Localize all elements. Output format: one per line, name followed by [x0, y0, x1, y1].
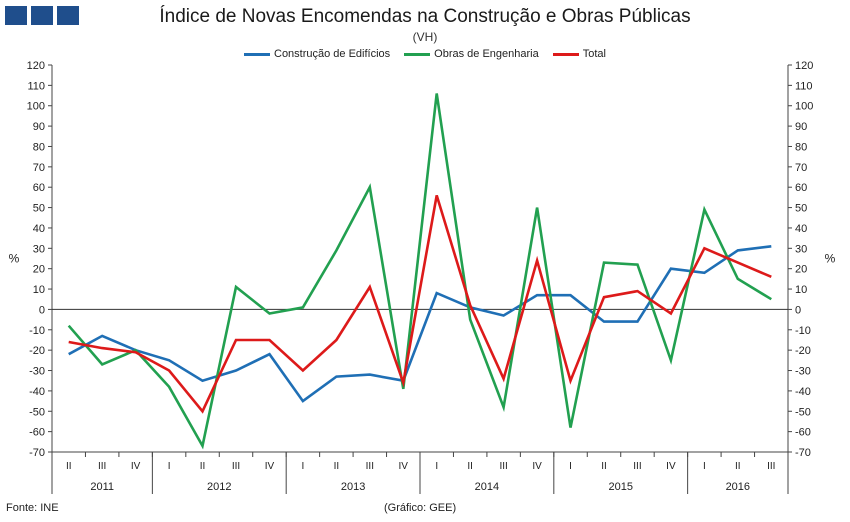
y-tick-label-left: 30: [33, 243, 45, 255]
logo-block-3: [57, 6, 79, 25]
y-tick-label-right: 110: [795, 80, 813, 92]
y-tick-label-right: -10: [795, 325, 811, 337]
y-tick-label-right: 90: [795, 121, 807, 133]
x-tick-label-quarter: III: [633, 461, 641, 472]
x-tick-label-quarter: II: [467, 461, 473, 472]
y-tick-label-right: 0: [795, 304, 801, 316]
y-tick-label-right: 30: [795, 243, 807, 255]
y-tick-label-left: 120: [27, 60, 45, 72]
y-tick-label-left: 110: [27, 80, 45, 92]
y-tick-label-right: 40: [795, 223, 807, 235]
x-tick-label-quarter: III: [98, 461, 106, 472]
y-tick-label-left: -30: [29, 366, 45, 378]
y-tick-label-left: 10: [33, 284, 45, 296]
y-tick-label-right: 70: [795, 162, 807, 174]
y-tick-label-right: -50: [795, 406, 811, 418]
y-tick-label-left: 80: [33, 141, 45, 153]
y-tick-label-left: 40: [33, 223, 45, 235]
y-tick-label-left: 70: [33, 162, 45, 174]
x-tick-label-quarter: II: [66, 461, 72, 472]
x-tick-label-quarter: I: [703, 461, 706, 472]
chart-subtitle: (VH): [412, 30, 438, 44]
x-tick-label-quarter: IV: [666, 461, 676, 472]
series-line-2: [68, 195, 772, 414]
y-tick-label-left: -70: [29, 447, 45, 459]
y-tick-label-right: 80: [795, 141, 807, 153]
x-tick-label-quarter: III: [232, 461, 240, 472]
credit-note: (Gráfico: GEE): [384, 502, 457, 514]
x-tick-label-quarter: II: [735, 461, 741, 472]
x-tick-label-year: 2012: [207, 481, 231, 493]
x-tick-label-quarter: II: [200, 461, 206, 472]
y-tick-label-right: 100: [795, 101, 813, 113]
series-line-0: [68, 245, 772, 403]
y-tick-label-right: 20: [795, 264, 807, 276]
x-tick-label-quarter: II: [334, 461, 340, 472]
x-tick-label-year: 2014: [475, 481, 499, 493]
y-axis-label-right: %: [825, 252, 836, 266]
x-tick-label-year: 2011: [90, 481, 114, 493]
legend-swatch-total: [552, 52, 579, 56]
y-tick-label-left: -20: [29, 345, 45, 357]
logo-block-1: [5, 6, 27, 25]
logo-block-2: [31, 6, 53, 25]
y-tick-label-right: 60: [795, 182, 807, 194]
y-tick-label-right: 50: [795, 203, 807, 215]
x-tick-label-quarter: I: [168, 461, 171, 472]
y-tick-label-left: 20: [33, 264, 45, 276]
y-tick-label-left: 90: [33, 121, 45, 133]
y-tick-label-right: -70: [795, 447, 811, 459]
legend-swatch-obras: [404, 52, 431, 56]
y-tick-label-left: 50: [33, 203, 45, 215]
legend-swatch-construcao: [244, 52, 270, 56]
y-tick-label-right: 120: [795, 60, 813, 72]
legend-label-obras: Obras de Engenharia: [434, 48, 539, 60]
x-tick-label-year: 2015: [608, 481, 632, 493]
x-tick-label-quarter: II: [601, 461, 607, 472]
legend-item-obras: Obras de Engenharia: [404, 48, 539, 60]
y-tick-label-left: 0: [39, 304, 45, 316]
x-tick-label-quarter: I: [435, 461, 438, 472]
x-tick-label-year: 2013: [341, 481, 365, 493]
chart-title: Índice de Novas Encomendas na Construção…: [159, 6, 691, 27]
x-tick-label-quarter: I: [302, 461, 305, 472]
legend-label-construcao: Construção de Edifícios: [274, 48, 391, 60]
x-tick-label-quarter: III: [366, 461, 374, 472]
y-tick-label-right: 10: [795, 284, 807, 296]
y-axis-label-left: %: [9, 252, 20, 266]
x-tick-label-quarter: III: [499, 461, 507, 472]
y-tick-label-right: -20: [795, 345, 811, 357]
y-tick-label-left: -50: [29, 406, 45, 418]
legend-item-total: Total: [552, 48, 606, 60]
y-tick-label-left: -40: [29, 386, 45, 398]
x-tick-label-quarter: III: [767, 461, 775, 472]
legend-label-total: Total: [582, 48, 606, 60]
y-tick-label-left: -10: [29, 325, 45, 337]
x-tick-label-quarter: IV: [131, 461, 141, 472]
legend-item-construcao: Construção de Edifícios: [244, 48, 390, 60]
y-tick-label-right: -40: [795, 386, 811, 398]
x-tick-label-quarter: IV: [532, 461, 542, 472]
series-line-1: [67, 93, 772, 450]
legend: Construção de Edifícios Obras de Engenha…: [0, 48, 850, 60]
x-tick-label-quarter: I: [569, 461, 572, 472]
y-tick-label-right: -60: [795, 427, 811, 439]
x-tick-label-quarter: IV: [265, 461, 275, 472]
source-note: Fonte: INE: [6, 502, 59, 514]
y-tick-label-left: 100: [27, 101, 45, 113]
y-tick-label-left: 60: [33, 182, 45, 194]
y-tick-label-left: -60: [29, 427, 45, 439]
x-tick-label-quarter: IV: [399, 461, 409, 472]
x-tick-label-year: 2016: [726, 481, 750, 493]
y-tick-label-right: -30: [795, 366, 811, 378]
